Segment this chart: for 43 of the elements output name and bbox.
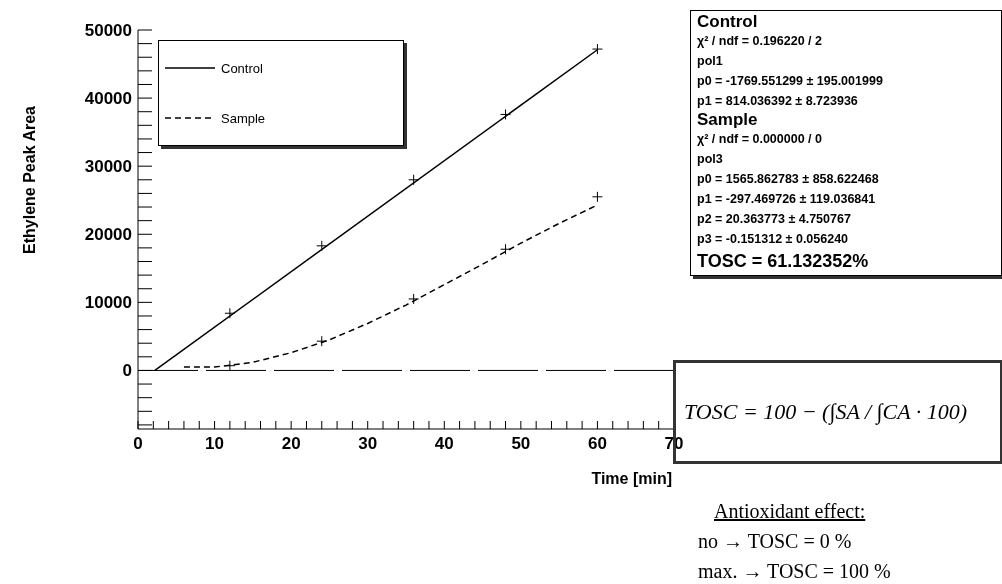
y-tick-label: 10000 (84, 293, 132, 313)
text: no → TOSC = 0 % (698, 529, 853, 554)
point (500, 108, 512, 120)
point (316, 335, 328, 347)
y-tick-label: 30000 (84, 157, 132, 177)
point (500, 243, 512, 255)
text: p1 = 814.036392 ± 8.723936 (697, 93, 859, 110)
text: χ² / ndf = 0.000000 / 0 (697, 131, 823, 148)
point (224, 360, 236, 372)
text: Sample (697, 110, 759, 129)
point (591, 43, 603, 55)
x-axis-title: Time [min] (591, 470, 672, 487)
text: Control (697, 12, 759, 31)
x-tick-label: 20 (281, 434, 301, 454)
legend-label: Sample (221, 110, 266, 126)
y-tick-label: 40000 (84, 89, 132, 109)
point (224, 307, 236, 319)
text: Antioxidant effect: (714, 499, 867, 524)
y-tick-label: 20000 (84, 225, 132, 245)
x-tick-label: 10 (205, 434, 225, 454)
text: max. → TOSC = 100 % (698, 559, 891, 584)
text: p1 = -297.469726 ± 119.036841 (697, 191, 877, 208)
x-tick-label: 30 (358, 434, 378, 454)
text: TOSC = 61.132352% (697, 250, 870, 273)
text: p2 = 20.363773 ± 4.750767 (697, 211, 852, 228)
text: TOSC = 100 − (∫SA / ∫CA · 100) (684, 399, 968, 424)
y-axis-title: Ethylene Peak Area (21, 105, 39, 254)
text: p3 = -0.151312 ± 0.056240 (697, 231, 850, 248)
point (408, 293, 420, 305)
x-tick-label: 40 (434, 434, 454, 454)
point (316, 240, 328, 252)
text: χ² / ndf = 0.196220 / 2 (697, 33, 823, 50)
text: p0 = 1565.862783 ± 858.622468 (697, 171, 880, 188)
x-tick-label: 50 (511, 434, 531, 454)
text: p0 = -1769.551299 ± 195.001999 (697, 73, 884, 90)
point (591, 191, 603, 203)
point (408, 174, 420, 186)
x-tick-label: 60 (587, 434, 607, 454)
y-tick-label: 0 (122, 361, 132, 381)
text: pol3 (697, 151, 724, 168)
text: pol1 (697, 53, 724, 70)
legend-label: Control (221, 60, 263, 76)
y-tick-label: 50000 (84, 21, 132, 41)
